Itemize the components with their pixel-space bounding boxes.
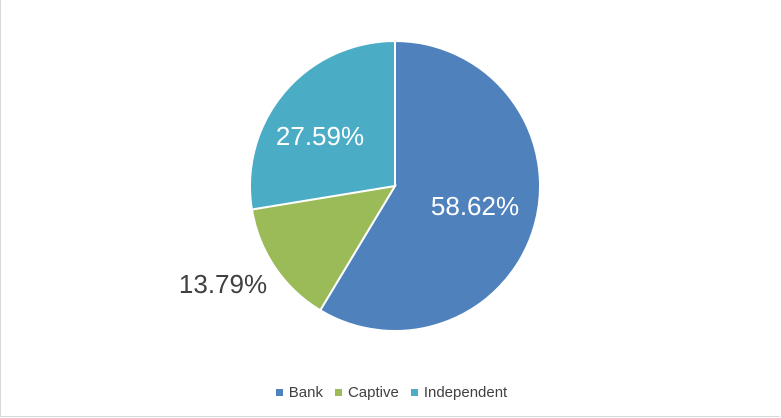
pie-slice-bank xyxy=(318,39,541,332)
legend-swatch-independent xyxy=(410,389,418,396)
data-label-independent: 27.59% xyxy=(276,121,364,151)
legend-swatch-captive xyxy=(334,389,342,396)
pie-slice-independent xyxy=(249,39,396,211)
legend-item-captive: Captive xyxy=(334,384,399,401)
legend-item-bank: Bank xyxy=(275,384,323,401)
data-label-captive: 13.79% xyxy=(179,269,267,299)
legend-label-captive: Captive xyxy=(347,384,399,401)
legend-item-independent: Independent xyxy=(410,384,508,401)
pie-slice-captive xyxy=(250,184,397,312)
legend-swatch-bank xyxy=(275,389,283,396)
legend-label-bank: Bank xyxy=(288,384,323,401)
legend: Bank Captive Independent xyxy=(1,384,781,401)
legend-label-independent: Independent xyxy=(423,384,508,401)
data-label-bank: 58.62% xyxy=(431,191,519,221)
